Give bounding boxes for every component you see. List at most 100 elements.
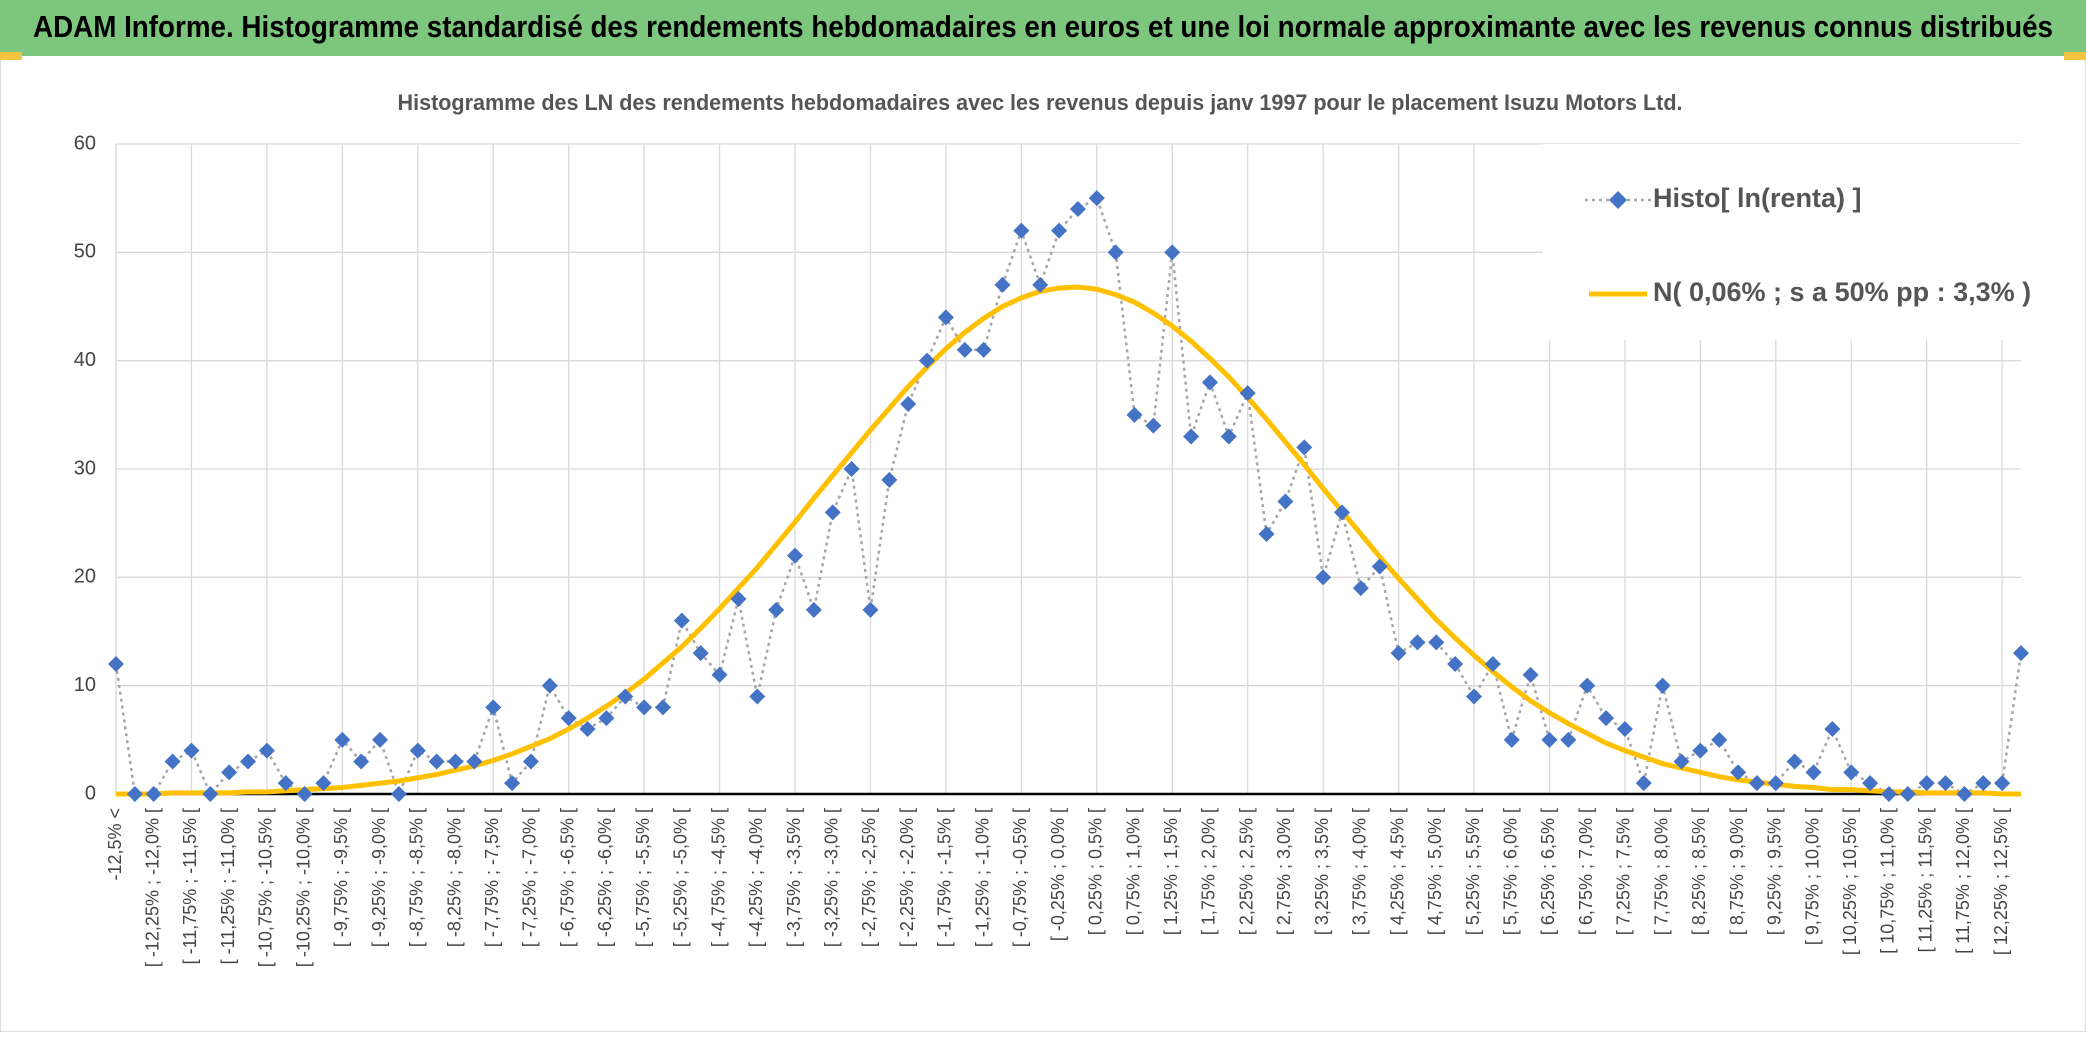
marker <box>843 461 860 477</box>
marker <box>1409 634 1426 651</box>
marker <box>673 612 690 629</box>
marker <box>277 775 294 792</box>
x-tick-label: [ -10,75% ; -10,5% [ <box>256 808 276 967</box>
legend-box <box>1543 144 2021 340</box>
marker <box>1560 731 1577 748</box>
x-tick-label: [ 1,75% ; 2,0% [ <box>1199 808 1219 935</box>
chart-title: Histogramme des LN des rendements hebdom… <box>398 90 1683 115</box>
marker <box>1654 677 1671 694</box>
marker <box>541 677 558 694</box>
x-tick-label: [ 0,75% ; 1,0% [ <box>1123 808 1143 935</box>
marker <box>1390 645 1407 662</box>
marker <box>994 276 1011 293</box>
marker <box>1371 558 1388 575</box>
x-tick-label: [ 6,25% ; 6,5% [ <box>1538 808 1558 935</box>
marker <box>1145 417 1162 434</box>
marker <box>1730 764 1747 781</box>
marker <box>1277 493 1294 510</box>
marker <box>1579 677 1596 694</box>
x-tick-label: [ -2,75% ; -2,5% [ <box>859 808 879 947</box>
x-tick-label: -12,5% < <box>105 808 125 881</box>
x-tick-label: [ -9,75% ; -9,5% [ <box>331 808 351 947</box>
page-title: ADAM Informe. Histogramme standardisé de… <box>33 9 2053 44</box>
x-tick-label: [ -1,25% ; -1,0% [ <box>972 808 992 947</box>
marker <box>1447 656 1464 672</box>
marker <box>485 699 502 716</box>
accent <box>0 52 22 60</box>
x-tick-label: [ 8,25% ; 8,5% [ <box>1689 808 1709 935</box>
x-tick-label: [ -1,75% ; -1,5% [ <box>935 808 955 947</box>
marker <box>221 764 238 781</box>
y-tick-label: 60 <box>74 132 96 154</box>
x-tick-label: [ -11,75% ; -11,5% [ <box>180 808 200 964</box>
marker <box>1843 764 1860 781</box>
x-tick-label: [ 11,25% ; 11,5% [ <box>1915 808 1935 952</box>
marker <box>1296 439 1313 456</box>
x-tick-label: [ -6,25% ; -6,0% [ <box>595 808 615 947</box>
marker <box>1975 775 1992 792</box>
y-tick-label: 0 <box>85 782 96 804</box>
marker <box>504 775 521 792</box>
marker <box>1239 385 1256 402</box>
marker <box>108 656 124 672</box>
marker <box>636 699 653 716</box>
marker <box>1673 753 1690 770</box>
x-tick-label: [ -3,75% ; -3,5% [ <box>784 808 804 947</box>
x-tick-label: [ 9,25% ; 9,5% [ <box>1765 808 1785 935</box>
x-tick-label: [ -8,75% ; -8,5% [ <box>407 808 427 947</box>
marker <box>1258 526 1275 542</box>
marker <box>711 666 728 683</box>
marker <box>598 710 615 727</box>
marker <box>1126 406 1143 423</box>
x-tick-label: [ 7,25% ; 7,5% [ <box>1614 808 1634 935</box>
plot <box>108 190 2029 802</box>
x-tick-label: [ -12,25% ; -12,0% [ <box>142 808 162 967</box>
x-tick-label: [ 10,75% ; 11,0% [ <box>1878 808 1898 954</box>
header-bar <box>0 0 2086 56</box>
marker <box>1088 190 1105 207</box>
marker <box>428 753 445 770</box>
marker <box>730 591 747 607</box>
marker <box>900 396 917 412</box>
x-tick-label: [ -11,25% ; -11,0% [ <box>218 808 238 964</box>
marker <box>1107 244 1124 261</box>
marker <box>805 601 822 618</box>
marker <box>919 352 936 369</box>
x-tick-label: [ -4,25% ; -4,0% [ <box>746 808 766 947</box>
marker <box>1541 731 1558 748</box>
y-tick-label: 20 <box>74 566 96 588</box>
marker <box>1748 775 1765 792</box>
x-tick-label: [ -10,25% ; -10,0% [ <box>293 808 313 967</box>
marker <box>1051 222 1068 239</box>
marker <box>466 753 483 770</box>
marker <box>1484 656 1501 672</box>
x-tick-label: [ 6,75% ; 7,0% [ <box>1576 808 1596 935</box>
marker <box>1918 775 1935 792</box>
x-tick-label: [ -5,75% ; -5,5% [ <box>633 808 653 947</box>
marker <box>1220 428 1237 445</box>
normal-curve <box>116 284 2021 797</box>
x-tick-label: [ 7,75% ; 8,0% [ <box>1651 808 1671 935</box>
marker <box>1428 634 1445 651</box>
x-tick-label: [ 4,75% ; 5,0% [ <box>1425 808 1445 935</box>
x-tick-label: [ -0,25% ; 0,0% [ <box>1048 808 1068 941</box>
marker <box>1692 742 1709 759</box>
x-tick-label: [ 3,75% ; 4,0% [ <box>1350 808 1370 935</box>
marker <box>1201 374 1218 391</box>
marker <box>654 699 671 716</box>
y-tick-label: 30 <box>74 457 96 479</box>
marker <box>1786 753 1803 770</box>
marker <box>1503 731 1520 748</box>
x-tick-label: [ 8,75% ; 9,0% [ <box>1727 808 1747 935</box>
marker <box>522 753 539 770</box>
marker <box>1994 775 2011 792</box>
marker <box>296 786 313 802</box>
marker <box>447 753 464 770</box>
x-tick-label: [ 2,25% ; 2,5% [ <box>1236 808 1256 935</box>
marker <box>579 721 596 737</box>
x-tick-label: [ -6,75% ; -6,5% [ <box>557 808 577 947</box>
marker <box>787 547 804 564</box>
legend-label: Histo[ ln(renta) ] <box>1653 183 1862 213</box>
